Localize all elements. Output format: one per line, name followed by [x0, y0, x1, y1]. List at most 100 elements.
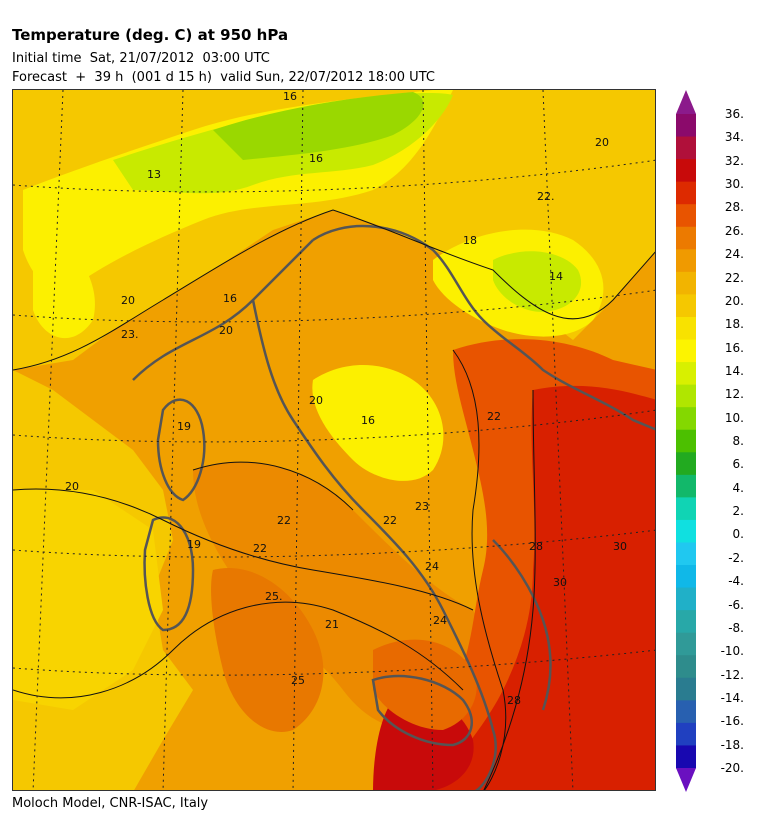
contour-label: 14 [549, 270, 563, 283]
colorbar-svg [676, 90, 696, 792]
colorbar-label: 6. [732, 457, 744, 472]
colorbar [676, 90, 696, 792]
colorbar-label: -12. [720, 667, 744, 682]
contour-label: 21 [325, 618, 339, 631]
colorbar-swatch [676, 429, 696, 453]
colorbar-label: 2. [732, 504, 744, 519]
colorbar-label: 8. [732, 434, 744, 448]
region-southeast-30 [434, 385, 655, 790]
initial-time: Initial time Sat, 21/07/2012 03:00 UTC [12, 51, 270, 66]
colorbar-label: 32. [724, 153, 744, 168]
region-west-19 [13, 490, 163, 710]
contour-label: 24 [425, 560, 439, 573]
colorbar-label: 10. [724, 410, 744, 425]
colorbar-swatch [676, 452, 696, 476]
contour-label: 20 [65, 480, 79, 493]
contour-label: 13 [147, 168, 161, 181]
contour-label: 28 [529, 540, 543, 553]
contour-label: 22 [487, 410, 501, 423]
colorbar-swatch [676, 407, 696, 431]
colorbar-swatch [676, 497, 696, 521]
colorbar-label: 4. [732, 480, 744, 495]
region-south-26 [373, 639, 477, 730]
contour-label: 19 [187, 538, 201, 551]
contour-label: 19 [177, 420, 191, 433]
colorbar-label: -6. [728, 597, 744, 612]
colorbar-swatch [676, 700, 696, 724]
contours [13, 209, 655, 790]
colorbar-swatch [676, 655, 696, 679]
colorbar-swatch [676, 114, 696, 138]
colorbar-bottom-arrow [676, 768, 696, 792]
colorbar-label: 20. [724, 293, 744, 308]
model-credit: Moloch Model, CNR-ISAC, Italy [12, 796, 209, 811]
colorbar-swatch [676, 565, 696, 589]
colorbar-swatch [676, 384, 696, 408]
colorbar-swatch [676, 316, 696, 341]
colorbar-swatch [676, 159, 696, 183]
colorbar-label: 18. [724, 317, 744, 332]
contour-label: 25 [291, 674, 305, 687]
chart-title: Temperature (deg. C) at 950 hPa [12, 26, 289, 44]
colorbar-labels: 36. 34. 32. 30. 28. 26. 24. 22. 20. 18. 16. 14. 12. 1… [700, 90, 760, 792]
contour-label: 24 [433, 614, 447, 627]
colorbar-swatch [676, 339, 696, 363]
colorbar-label: 28. [724, 200, 744, 215]
contour-label: 20 [595, 136, 609, 149]
colorbar-swatch [676, 226, 696, 250]
colorbar-swatch [676, 610, 696, 634]
contour-label: 20 [219, 324, 233, 337]
temperature-map: 16 16 13 20 22. 18 14 16 20 20 23. 20 16… [12, 89, 656, 791]
coastlines [132, 224, 655, 790]
contour-label: 16 [309, 152, 323, 165]
contour-label: 22 [277, 514, 291, 527]
region-east-14 [493, 251, 582, 312]
colorbar-label: 12. [724, 387, 744, 402]
colorbar-label: -2. [728, 550, 744, 565]
forecast-time: Forecast + 39 h (001 d 15 h) valid Sun, … [12, 70, 435, 85]
contour-label: 23 [415, 500, 429, 513]
region-central-16 [312, 365, 444, 481]
colorbar-label: -14. [720, 690, 744, 705]
contour-label: 16 [361, 414, 375, 427]
colorbar-swatch [676, 362, 696, 386]
colorbar-label: 0. [732, 527, 744, 542]
region-north-14 [213, 92, 424, 160]
contour-label: 23. [121, 328, 139, 341]
contour-label: 22 [383, 514, 397, 527]
contour-label: 25. [265, 590, 283, 603]
colorbar-label: 30. [724, 177, 744, 192]
contour-label: 18 [463, 234, 477, 247]
colorbar-label: 26. [724, 223, 744, 238]
contour-label: 16 [223, 292, 237, 305]
colorbar-swatch [676, 587, 696, 611]
colorbar-label: -16. [720, 714, 744, 729]
contour-label: 30 [553, 576, 567, 589]
colorbar-swatch [676, 136, 696, 160]
colorbar-label: 36. [724, 107, 744, 121]
colorbar-swatch [676, 519, 696, 543]
colorbar-swatch [676, 294, 696, 318]
region-northwest-18 [33, 220, 95, 339]
contour-label: 28 [507, 694, 521, 707]
colorbar-label: 24. [724, 247, 744, 262]
colorbar-swatch [676, 271, 696, 295]
colorbar-label: -18. [720, 737, 744, 752]
contour-label: 22. [537, 190, 555, 203]
contour-label: 30 [613, 540, 627, 553]
contour-label: 22 [253, 542, 267, 555]
map-canvas: 16 16 13 20 22. 18 14 16 20 20 23. 20 16… [13, 90, 655, 790]
colorbar-swatch [676, 204, 696, 228]
colorbar-label: 14. [724, 363, 744, 378]
colorbar-label: 34. [724, 130, 744, 145]
contour-label: 16 [283, 90, 297, 103]
contour-label: 20 [121, 294, 135, 307]
colorbar-label: -8. [728, 620, 744, 635]
colorbar-swatch [676, 542, 696, 566]
colorbar-swatch [676, 722, 696, 746]
colorbar-top-arrow [676, 90, 696, 114]
contour-label: 20 [309, 394, 323, 407]
colorbar-swatch [676, 249, 696, 273]
colorbar-label: -4. [728, 574, 744, 589]
colorbar-swatch [676, 474, 696, 498]
